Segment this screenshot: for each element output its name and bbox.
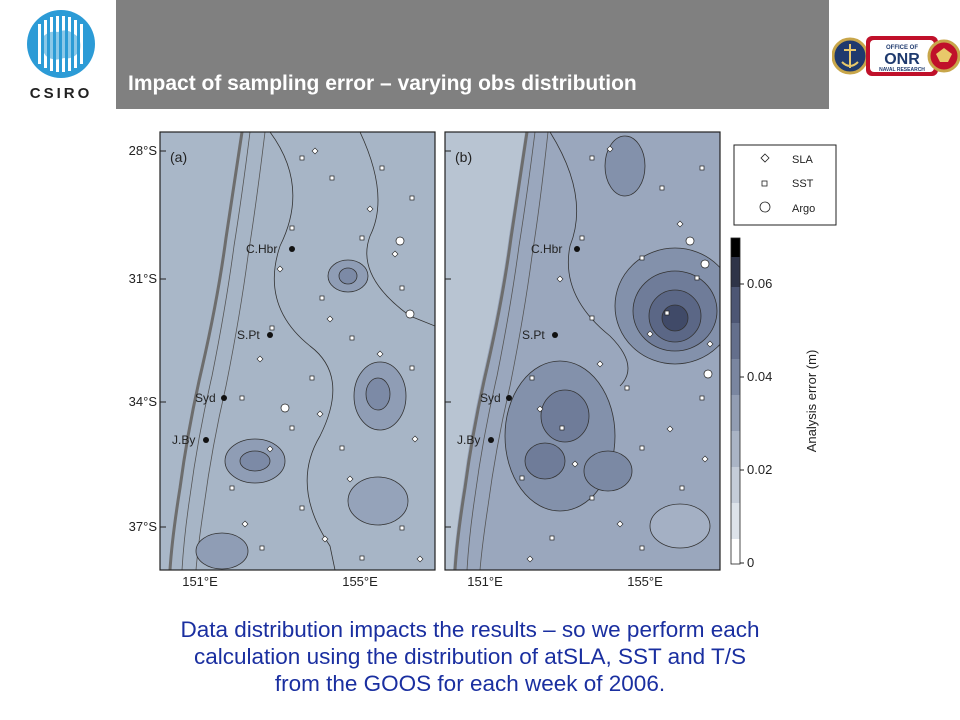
place-label: J.By (172, 433, 195, 447)
place-label: S.Pt (522, 328, 545, 342)
legend-symbol-argo (759, 201, 771, 213)
place-marker (203, 437, 209, 443)
caption-line: Data distribution impacts the results – … (180, 617, 760, 642)
place-marker (289, 246, 295, 252)
colorbar-tick: 0.04 (747, 369, 772, 384)
legend-symbol-sla (760, 153, 770, 163)
lon-tick: 151°E (182, 574, 218, 589)
place-marker (552, 332, 558, 338)
colorbar-label: Analysis error (m) (804, 350, 819, 453)
place-label: S.Pt (237, 328, 260, 342)
place-label: C.Hbr (246, 242, 277, 256)
lon-tick: 151°E (467, 574, 503, 589)
svg-text:NAVAL RESEARCH: NAVAL RESEARCH (879, 67, 925, 73)
slide-title: Impact of sampling error – varying obs d… (128, 72, 637, 95)
legend: SLA SST Argo (733, 144, 837, 226)
map-panel-a (160, 132, 435, 570)
analysis-error-figure: (a) (b) C.Hbr S.Pt Syd J.By C.Hbr S.Pt S… (129, 131, 837, 589)
place-marker (506, 395, 512, 401)
place-marker (221, 395, 227, 401)
colorbar: 0 0.02 0.04 0.06 Analysis error (m) (730, 237, 819, 570)
csiro-logo-text: CSIRO (30, 85, 93, 102)
lon-tick: 155°E (342, 574, 378, 589)
lat-tick: 28°S (129, 143, 158, 158)
place-label: J.By (457, 433, 480, 447)
place-label: C.Hbr (531, 242, 562, 256)
legend-label: Argo (792, 203, 815, 215)
place-marker (574, 246, 580, 252)
onr-logo: OFFICE OF ONR NAVAL RESEARCH (832, 36, 960, 76)
panel-label-a: (a) (170, 149, 187, 165)
svg-text:OFFICE OF: OFFICE OF (886, 45, 918, 51)
caption: Data distribution impacts the results – … (110, 616, 830, 697)
onr-logo-text: ONR (884, 51, 920, 68)
panel-label-b: (b) (455, 149, 472, 165)
colorbar-tick: 0 (747, 555, 754, 570)
caption-line: calculation using the distribution of at… (194, 644, 746, 669)
lat-tick: 34°S (129, 394, 158, 409)
legend-symbol-sst (761, 180, 768, 187)
place-marker (267, 332, 273, 338)
map-panel-b (445, 132, 720, 570)
colorbar-tick: 0.02 (747, 462, 772, 477)
lat-tick: 31°S (129, 271, 158, 286)
place-label: Syd (195, 391, 216, 405)
colorbar-tick: 0.06 (747, 276, 772, 291)
lon-tick: 155°E (627, 574, 663, 589)
legend-label: SLA (792, 154, 813, 166)
place-label: Syd (480, 391, 501, 405)
legend-label: SST (792, 178, 814, 190)
place-marker (488, 437, 494, 443)
caption-line: from the GOOS for each week of 2006. (274, 671, 666, 696)
csiro-logo: CSIRO (27, 10, 95, 102)
header-bar (116, 0, 829, 109)
lat-tick: 37°S (129, 519, 158, 534)
